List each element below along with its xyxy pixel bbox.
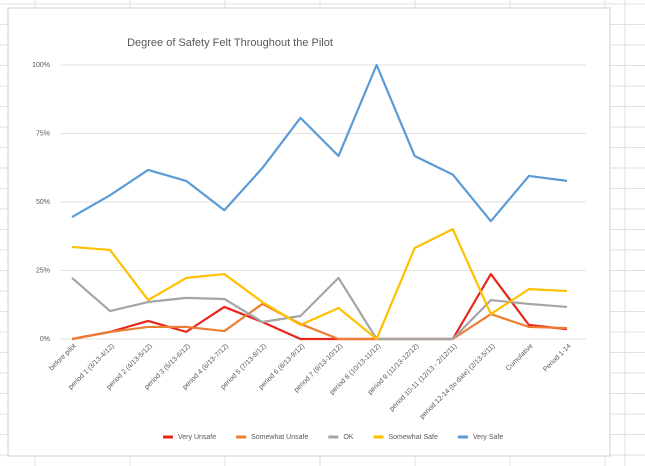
y-tick-label: 75% [36,130,50,137]
series-line [71,276,568,341]
y-tick-label: 25% [36,267,50,274]
series-line [71,63,568,223]
legend-label: Somewhat Safe [388,434,438,441]
legend-label: Very Safe [473,434,503,441]
legend-label: Very Unsafe [178,434,216,441]
series-line [71,302,568,341]
series-line [71,228,568,341]
y-tick-label: 50% [36,199,50,206]
legend-label: Somewhat Unsafe [251,434,308,441]
chart-area [7,7,611,457]
series-line [71,272,568,341]
legend-label: OK [343,434,353,441]
y-tick-label: 0% [40,336,50,343]
chart-title: Degree of Safety Felt Throughout the Pil… [127,37,333,49]
y-tick-label: 100% [32,62,50,69]
